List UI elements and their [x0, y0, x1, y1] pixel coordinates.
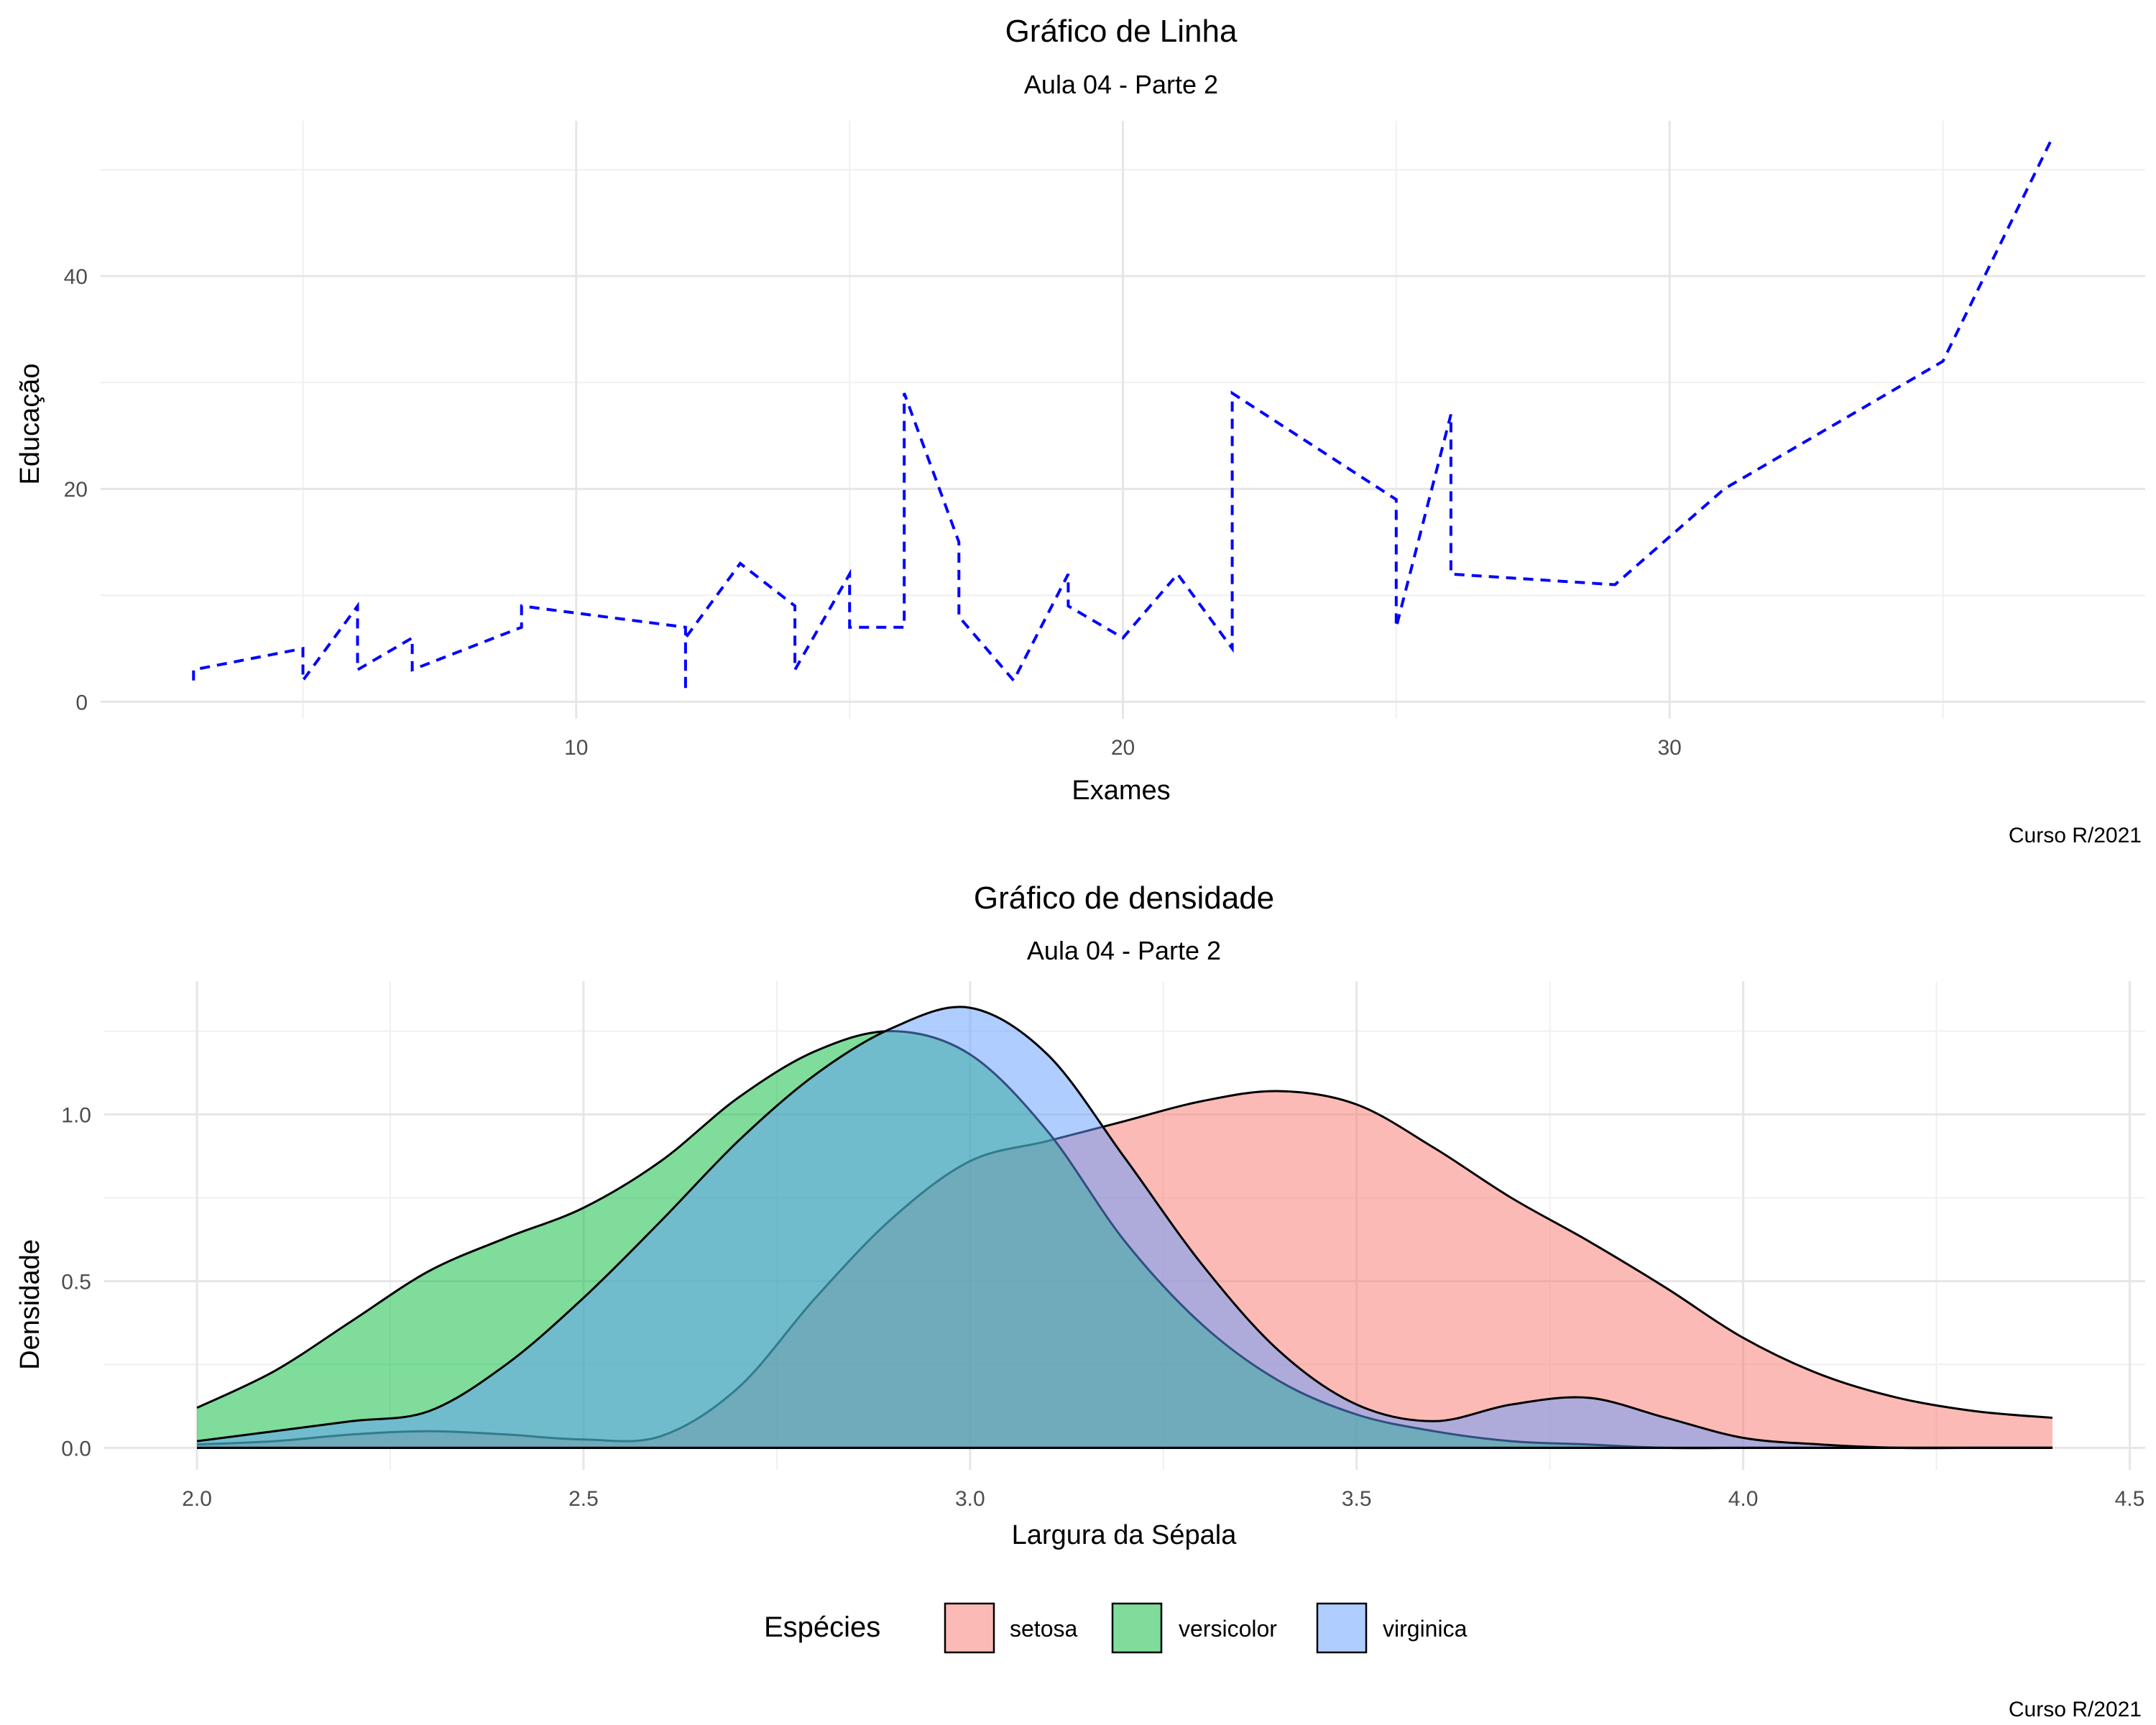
y-tick-label: 0.5	[61, 1270, 91, 1294]
x-tick-label: 4.0	[1728, 1487, 1759, 1511]
x-tick-label: 20	[1111, 736, 1135, 760]
density-areas	[196, 1006, 2053, 1450]
line-chart: Gráfico de Linha Aula 04 - Parte 2 0 20 40…	[15, 14, 2145, 847]
line-chart-grid	[101, 121, 2145, 719]
y-tick-label: 20	[64, 478, 88, 502]
legend-label-setosa: setosa	[1010, 1616, 1077, 1642]
legend-key-versicolor	[1111, 1602, 1163, 1654]
line-chart-caption: Curso R/2021	[2009, 824, 2142, 847]
line-chart-y-tick-labels: 0 20 40	[64, 265, 88, 714]
density-chart: Gráfico de densidade Aula 04 - Parte 2 0…	[15, 880, 2145, 1721]
y-tick-label: 0	[75, 691, 88, 714]
density-legend: Espécies setosa versicolor virginica	[764, 1602, 1468, 1654]
legend-title: Espécies	[764, 1611, 880, 1643]
density-chart-x-tick-labels: 2.0 2.5 3.0 3.5 4.0 4.5	[182, 1487, 2145, 1511]
x-tick-label: 10	[564, 736, 588, 760]
density-chart-y-axis-label: Densidade	[15, 1239, 45, 1370]
x-tick-label: 30	[1658, 736, 1682, 760]
density-chart-y-tick-labels: 0.0 0.5 1.0	[61, 1104, 91, 1461]
line-chart-x-tick-labels: 10 20 30	[564, 736, 1682, 760]
legend-key-setosa	[944, 1602, 995, 1654]
y-tick-label: 1.0	[61, 1104, 91, 1128]
y-tick-label: 0.0	[61, 1437, 91, 1460]
line-chart-subtitle: Aula 04 - Parte 2	[1024, 70, 1218, 99]
density-chart-caption: Curso R/2021	[2009, 1698, 2142, 1721]
x-tick-label: 2.0	[182, 1487, 212, 1511]
density-chart-x-axis-label: Largura da Sépala	[1012, 1520, 1238, 1550]
x-tick-label: 3.0	[955, 1487, 985, 1511]
legend-key-virginica	[1316, 1602, 1368, 1654]
density-area-virginica	[197, 1006, 2053, 1448]
density-chart-subtitle: Aula 04 - Parte 2	[1027, 936, 1221, 965]
y-tick-label: 40	[64, 265, 88, 289]
legend-label-virginica: virginica	[1383, 1616, 1468, 1642]
x-tick-label: 3.5	[1342, 1487, 1372, 1511]
density-chart-title: Gráfico de densidade	[974, 880, 1274, 916]
line-chart-title: Gráfico de Linha	[1005, 14, 1238, 49]
x-tick-label: 4.5	[2115, 1487, 2145, 1511]
line-chart-x-axis-label: Exames	[1072, 776, 1170, 806]
density-outline-virginica	[196, 1006, 2053, 1450]
x-tick-label: 2.5	[568, 1487, 599, 1511]
legend-label-versicolor: versicolor	[1179, 1616, 1277, 1642]
line-chart-y-axis-label: Educação	[15, 363, 45, 484]
